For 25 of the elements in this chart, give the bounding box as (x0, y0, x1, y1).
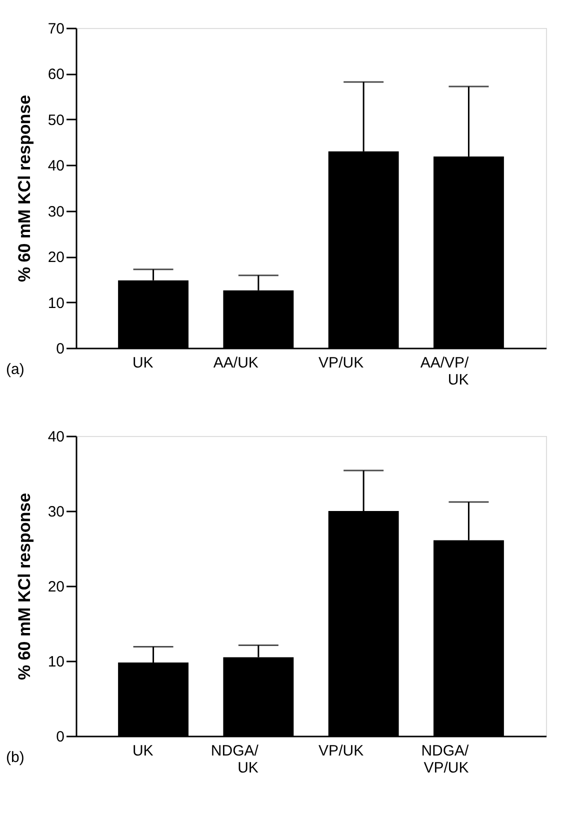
y-tick-label: 0 (56, 340, 64, 358)
x-tick-label: UK (132, 354, 154, 372)
text: (b) (6, 749, 24, 766)
x-tick-label: NDGA/ VP/UK (421, 742, 470, 776)
y-tick-label: 30 (48, 203, 64, 220)
y-tick-label: 0 (56, 728, 64, 746)
y-tick-label: 10 (48, 294, 64, 312)
y-tick-label: 70 (48, 20, 64, 38)
text: (a) (6, 361, 24, 378)
x-tick-label: NDGA/ UK (210, 742, 260, 776)
y-tick-label: 10 (48, 654, 64, 670)
x-tick-label: AA/VP/ UK (420, 354, 470, 388)
y-axis-title: % 60 mM KCl response (14, 94, 34, 282)
y-tick-label: 40 (48, 158, 64, 175)
y-tick-label: 30 (48, 504, 64, 520)
y-axis-title: % 60 mM KCl response (14, 492, 34, 680)
x-tick-label: AA/UK (213, 354, 258, 372)
y-tick-label: 40 (48, 428, 64, 446)
x-tick-label: UK (132, 742, 154, 760)
y-tick-label: 20 (48, 249, 64, 266)
x-tick-label: VP/UK (318, 354, 364, 372)
y-tick-label: 60 (48, 66, 64, 84)
y-tick-label: 20 (48, 578, 64, 596)
x-tick-label: VP/UK (318, 742, 364, 760)
y-tick-label: 50 (48, 112, 64, 129)
